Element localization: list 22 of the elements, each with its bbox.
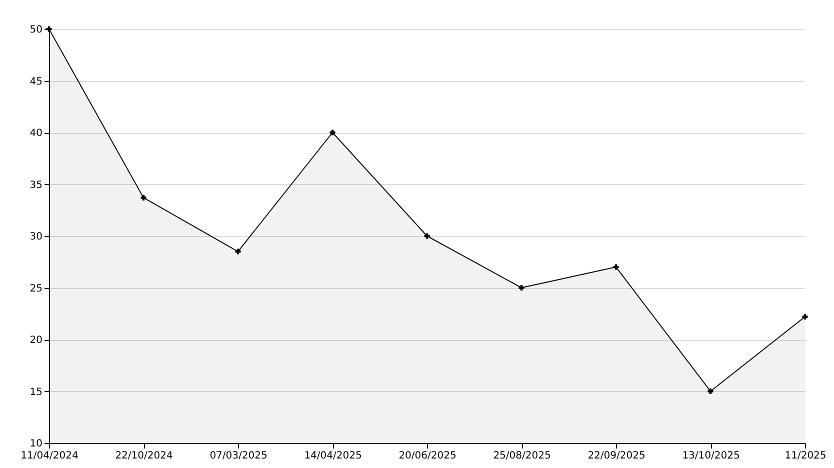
x-tick-label: 13/10/2025 <box>682 450 740 462</box>
y-tick-label: 50 <box>30 24 42 36</box>
y-tick-label: 40 <box>30 128 42 139</box>
y-tick-label: 25 <box>30 283 42 294</box>
x-tick-label: 22/09/2025 <box>588 450 646 462</box>
y-tick-label: 45 <box>30 76 42 88</box>
x-tick-label: 11/2025 <box>784 450 826 462</box>
x-tick-label: 25/08/2025 <box>493 450 551 462</box>
x-tick-label: 20/06/2025 <box>398 450 456 462</box>
x-tick-label: 22/10/2024 <box>115 450 173 462</box>
y-tick-label: 10 <box>30 438 42 450</box>
y-tick-label: 20 <box>30 335 42 346</box>
point <box>518 285 524 290</box>
y-tick-label: 15 <box>30 386 42 398</box>
point <box>140 194 146 200</box>
point <box>802 314 808 320</box>
x-tick-label: 11/04/2024 <box>20 450 78 462</box>
point <box>708 388 714 394</box>
y-tick-label: 30 <box>30 232 42 242</box>
x-tick-label: 07/03/2025 <box>210 450 268 462</box>
x-tick-label: 14/04/2025 <box>304 450 362 462</box>
y-tick-label: 35 <box>30 180 42 191</box>
